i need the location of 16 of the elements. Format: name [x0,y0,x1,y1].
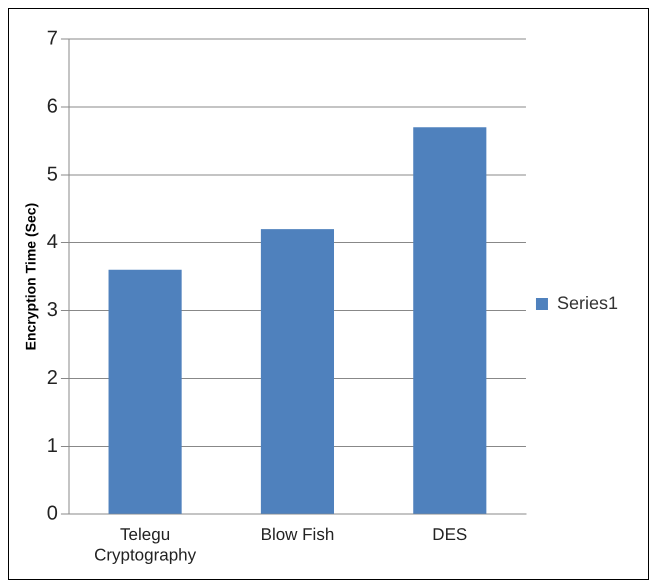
y-tick-label: 2 [46,366,58,389]
y-tick-label: 7 [46,28,58,50]
y-tick-label: 0 [46,502,58,525]
y-tick-label: 1 [46,434,58,457]
x-tick-label: DES [432,525,468,544]
y-tick-label: 6 [46,95,58,118]
y-axis-title: Encryption Time (Sec) [22,202,38,350]
bar [413,127,486,514]
x-tick-label: Telegu Cryptography [94,525,197,564]
x-tick-label: Blow Fish [260,525,334,544]
y-tick-label: 5 [46,163,58,186]
y-tick-label: 4 [46,231,58,254]
y-tick-label: 3 [46,299,58,322]
bar [260,229,334,514]
bar [108,270,182,514]
legend-label: Series1 [556,292,618,313]
